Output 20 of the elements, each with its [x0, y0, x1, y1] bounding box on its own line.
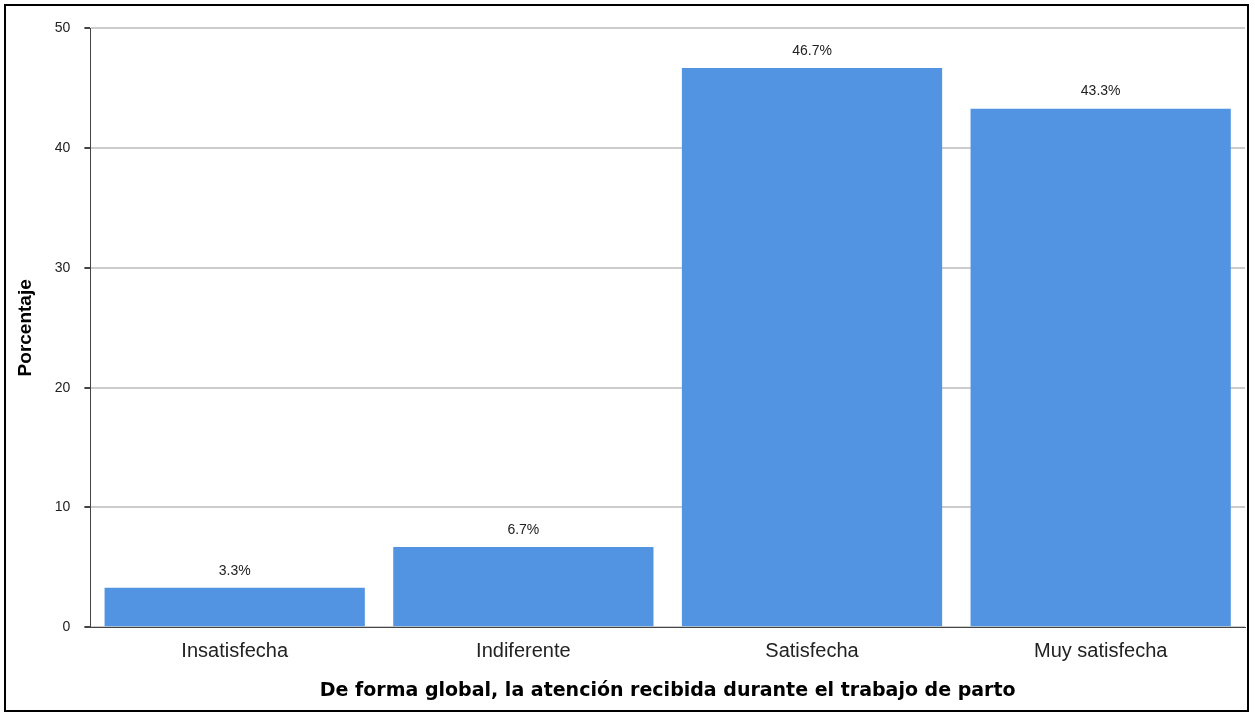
y-tick-label: 0 — [62, 618, 71, 635]
y-tick-label: 50 — [54, 19, 71, 36]
data-label: 43.3% — [1080, 82, 1121, 99]
data-label: 46.7% — [792, 41, 832, 58]
data-label: 6.7% — [507, 520, 540, 537]
x-tick-label: Insatisfecha — [181, 638, 289, 661]
data-label: 3.3% — [218, 561, 251, 578]
y-axis-title: Porcentaje — [13, 279, 35, 377]
y-tick-label: 40 — [54, 139, 71, 156]
x-axis-title: De forma global, la atención recibida durante el trabajo de parto — [319, 677, 1016, 700]
bar — [681, 67, 943, 627]
y-tick-label: 20 — [54, 378, 71, 395]
y-tick-label: 10 — [54, 498, 71, 515]
bar — [970, 108, 1231, 627]
x-tick-label: Muy satisfecha — [1033, 638, 1169, 661]
bar — [104, 587, 365, 627]
bar — [393, 546, 654, 627]
x-tick-label: Indiferente — [476, 638, 571, 661]
y-tick-label: 30 — [54, 258, 71, 275]
x-tick-label: Satisfecha — [765, 638, 860, 661]
